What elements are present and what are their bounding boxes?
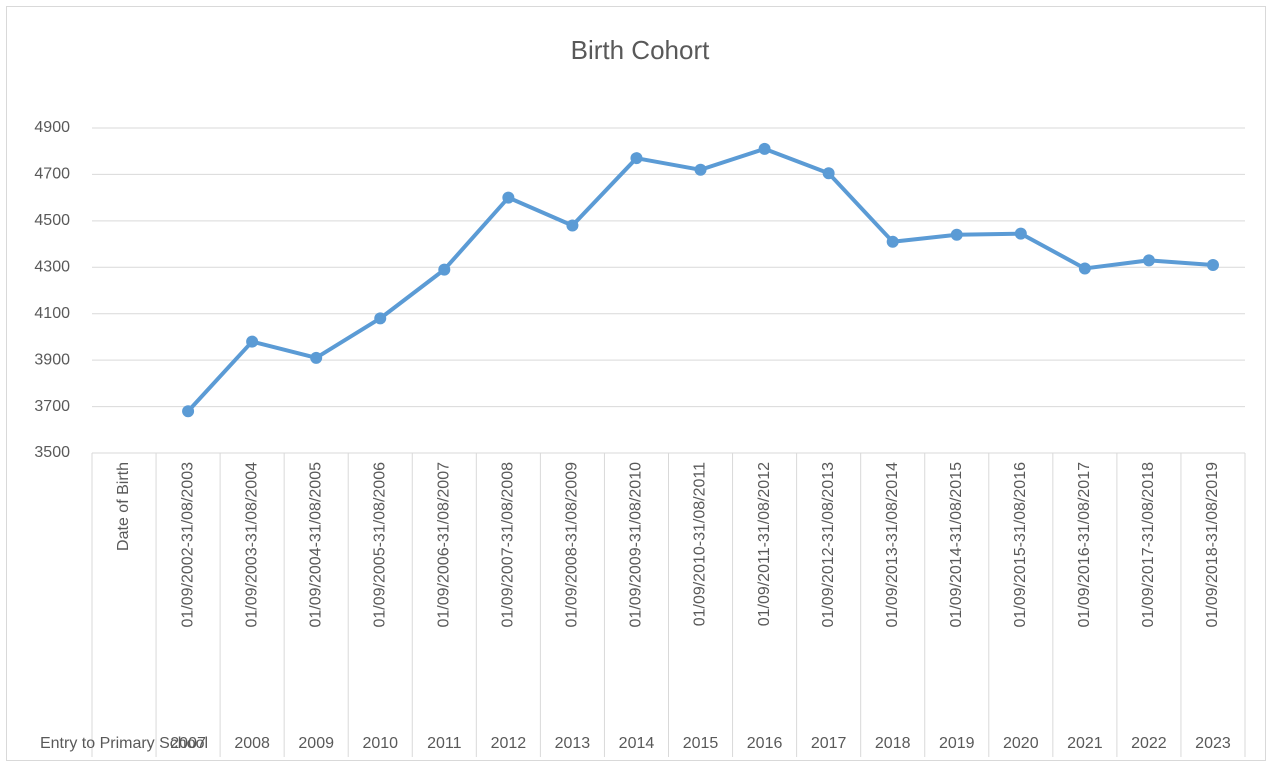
point	[950, 228, 963, 241]
x-tick-label: 01/09/2006-31/08/2007	[436, 462, 453, 628]
point	[822, 167, 835, 180]
y-tick-label: 3900	[34, 351, 70, 368]
y-tick-label: 4700	[34, 166, 70, 183]
point	[310, 351, 323, 364]
x-tick-label: 01/09/2011-31/08/2012	[756, 462, 773, 626]
point	[246, 335, 259, 348]
x-group-label: 2009	[298, 735, 334, 752]
x-tick-label: 01/09/2004-31/08/2005	[307, 462, 324, 628]
x-group-label: 2016	[747, 735, 783, 752]
y-tick-label: 4900	[34, 119, 70, 136]
chart-title: Birth Cohort	[571, 35, 710, 65]
x-group-label: 2012	[491, 735, 527, 752]
x-tick-label: 01/09/2010-31/08/2011	[692, 462, 709, 626]
x-group-label: 2023	[1195, 735, 1231, 752]
point	[630, 152, 643, 165]
x-tick-label: 01/09/2015-31/08/2016	[1012, 462, 1029, 628]
x-tick-label: 01/09/2003-31/08/2004	[243, 462, 260, 628]
point	[1014, 227, 1027, 240]
point	[502, 191, 515, 204]
point	[1078, 262, 1091, 275]
point	[438, 263, 451, 276]
x-tick-label: 01/09/2017-31/08/2018	[1140, 462, 1157, 628]
x-group-label: 2014	[619, 735, 655, 752]
x-group-label: 2007	[170, 735, 206, 752]
y-tick-label: 4300	[34, 259, 70, 276]
x-group-label: 2022	[1131, 735, 1167, 752]
chart-border	[6, 6, 1266, 761]
x-group-label: 2020	[1003, 735, 1039, 752]
point	[566, 219, 579, 232]
y-tick-label: 4100	[34, 305, 70, 322]
point	[182, 405, 195, 418]
x-tick-label: 01/09/2002-31/08/2003	[179, 462, 196, 628]
point	[1142, 254, 1155, 267]
x-tick-label: 01/09/2005-31/08/2006	[371, 462, 388, 628]
x-group-label: 2010	[362, 735, 398, 752]
x-group-label: 2019	[939, 735, 975, 752]
x-tick-label: 01/09/2009-31/08/2010	[628, 462, 645, 628]
point	[374, 312, 387, 325]
x-tick-label: 01/09/2018-31/08/2019	[1204, 462, 1221, 628]
x-group-label: 2015	[683, 735, 719, 752]
x-group-label: 2008	[234, 735, 270, 752]
y-tick-label: 4500	[34, 212, 70, 229]
x-tick-label: Date of Birth	[115, 462, 132, 551]
x-tick-label: 01/09/2014-31/08/2015	[948, 462, 965, 628]
point	[886, 235, 899, 248]
x-group-label: 2021	[1067, 735, 1103, 752]
x-group-label: Entry to Primary School	[40, 735, 208, 752]
y-tick-label: 3500	[34, 444, 70, 461]
point	[694, 163, 707, 176]
x-group-label: 2013	[555, 735, 591, 752]
x-group-label: 2018	[875, 735, 911, 752]
y-tick-label: 3700	[34, 398, 70, 415]
x-group-label: 2011	[427, 735, 462, 752]
x-tick-label: 01/09/2008-31/08/2009	[564, 462, 581, 628]
x-tick-label: 01/09/2016-31/08/2017	[1076, 462, 1093, 628]
x-tick-label: 01/09/2007-31/08/2008	[500, 462, 517, 628]
x-tick-label: 01/09/2012-31/08/2013	[820, 462, 837, 628]
x-tick-label: 01/09/2013-31/08/2014	[884, 462, 901, 628]
point	[1206, 258, 1219, 271]
point	[758, 142, 771, 155]
x-group-label: 2017	[811, 735, 847, 752]
